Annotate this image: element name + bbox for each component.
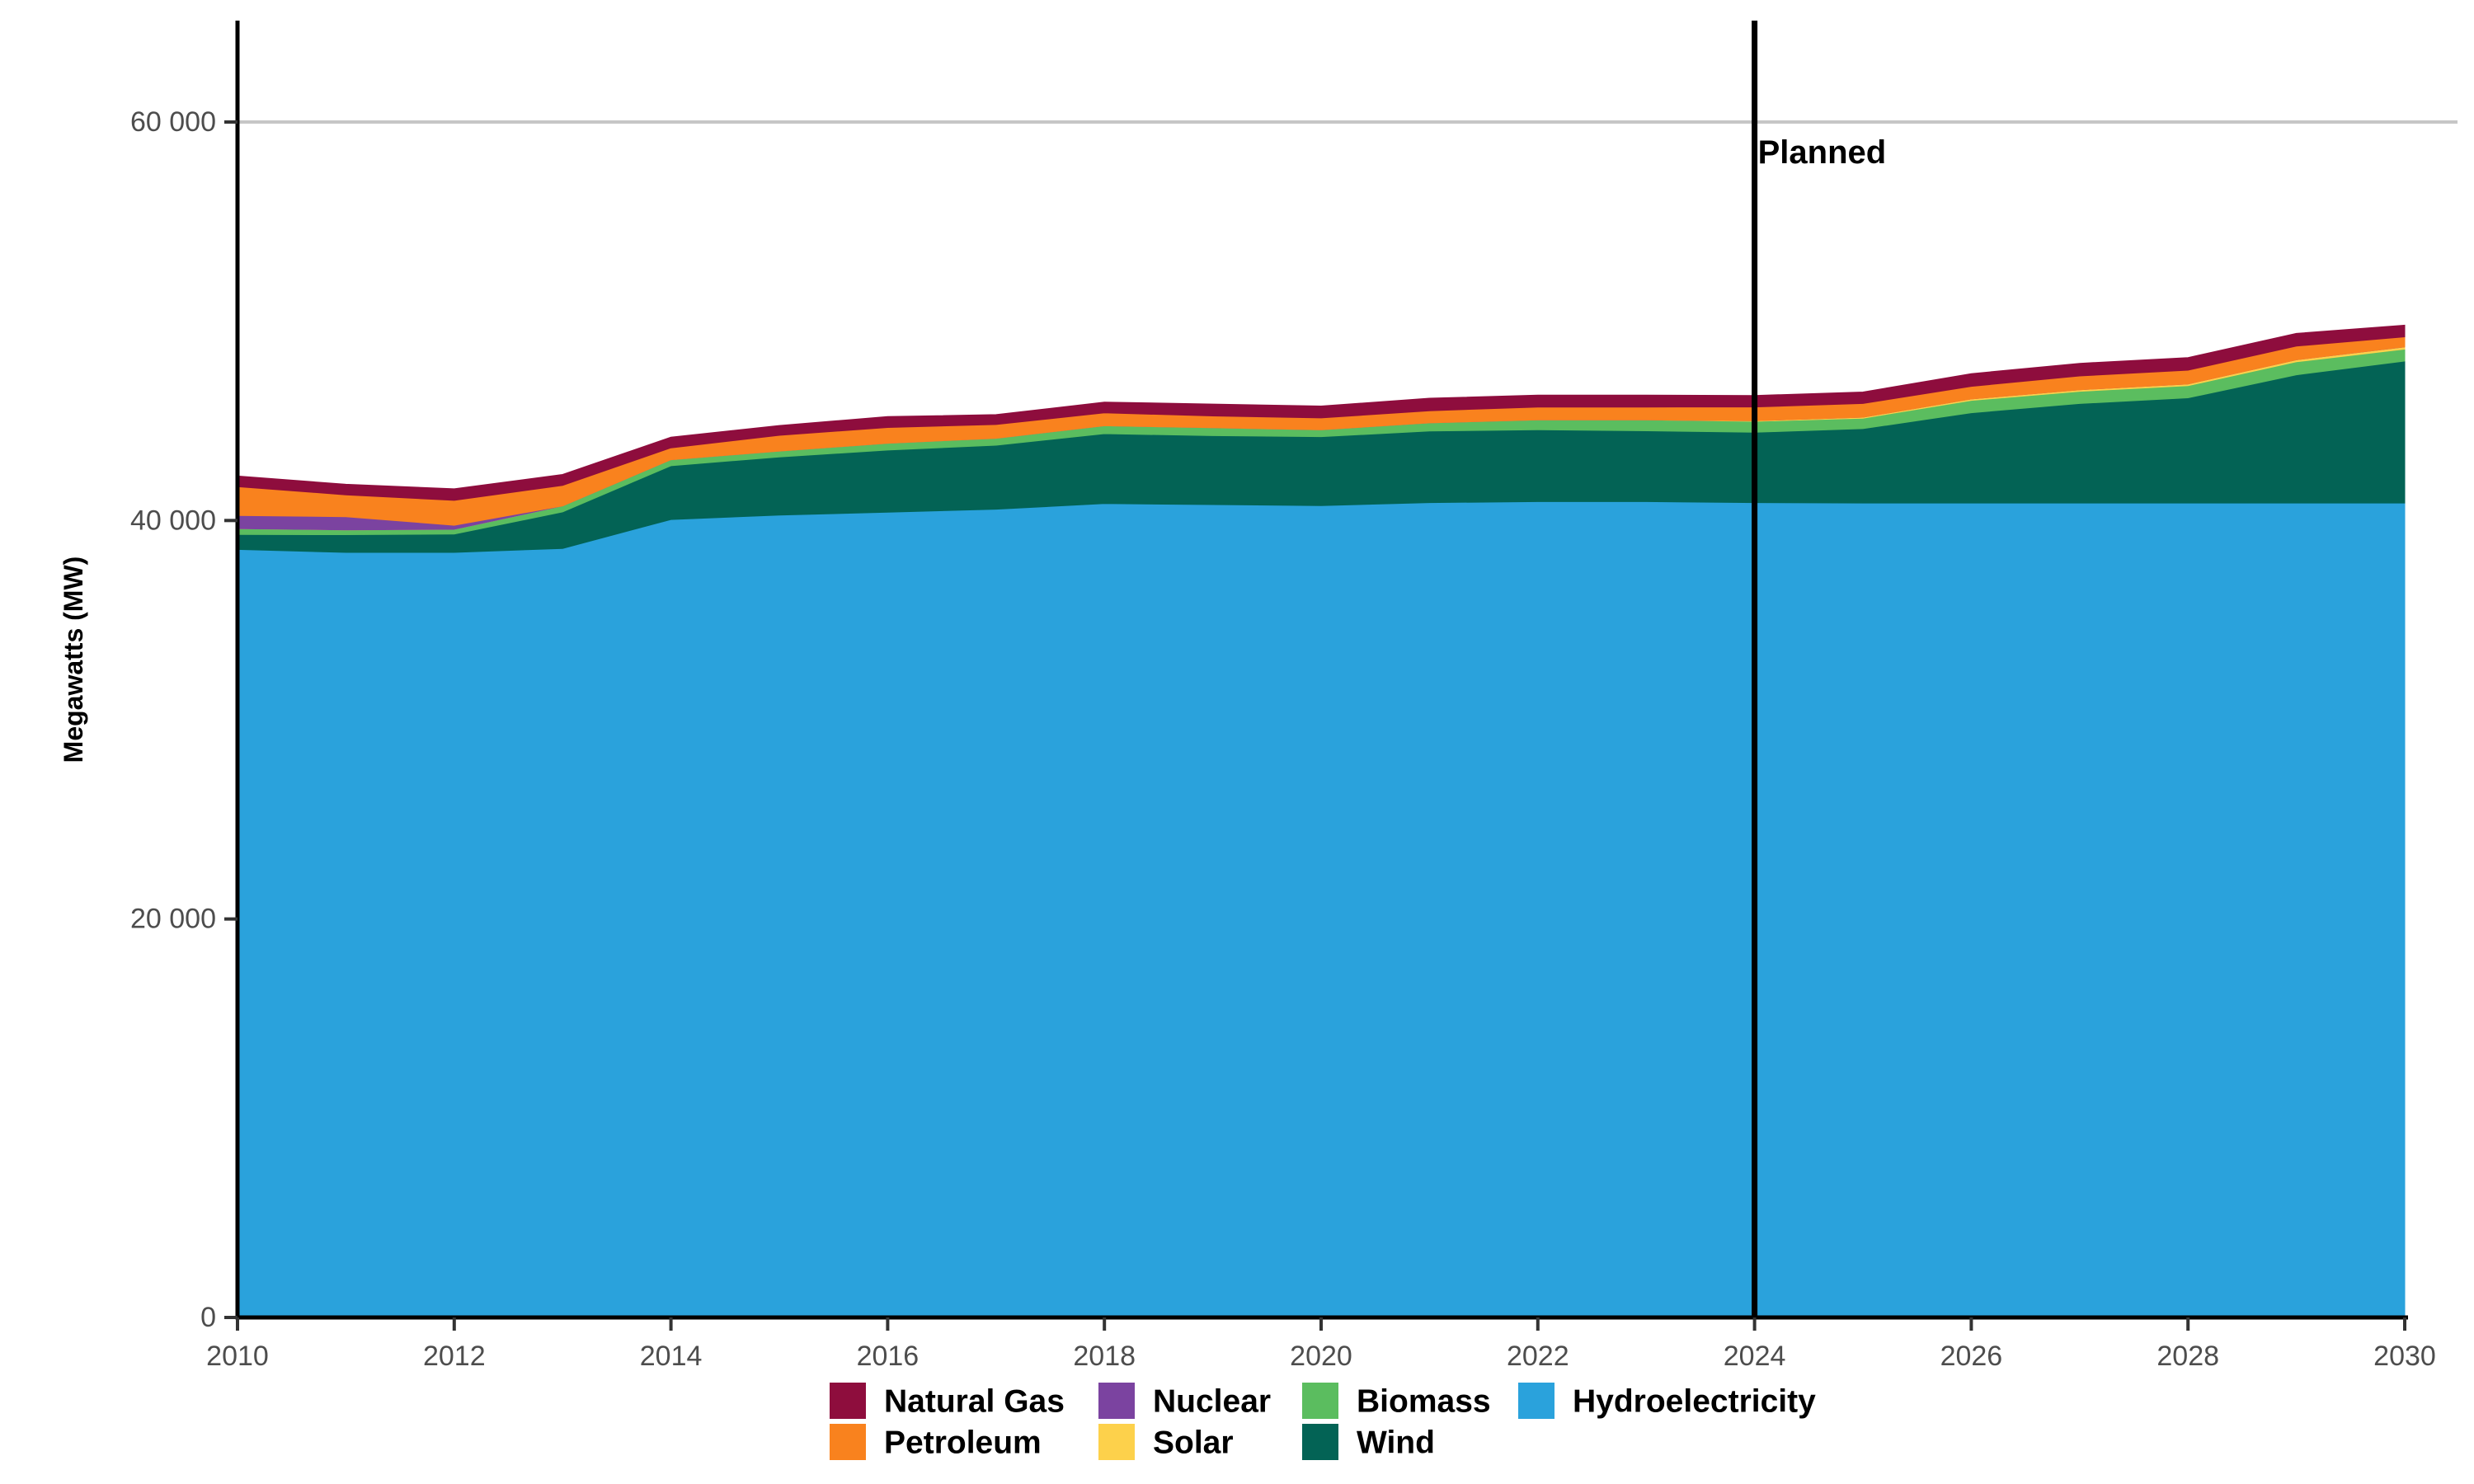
y-axis-title: Megawatts (MW) xyxy=(59,556,88,763)
planned-label: Planned xyxy=(1758,134,1887,171)
area-natural-gas xyxy=(237,324,2406,501)
x-tick-label: 2026 xyxy=(1940,1341,2003,1372)
legend-label-hydroelectricity: Hydroelectricity xyxy=(1573,1384,1816,1420)
legend-swatch-petroleum xyxy=(830,1424,866,1460)
x-tick-label: 2022 xyxy=(1507,1341,1569,1372)
x-tick-label: 2020 xyxy=(1290,1341,1352,1372)
legend: Natural Gas Nuclear Biomass Hydroelectricit… xyxy=(830,1383,1816,1461)
y-tick-label: 20 000 xyxy=(130,904,216,935)
x-tick-label: 2014 xyxy=(640,1341,703,1372)
legend-swatch-nuclear xyxy=(1098,1383,1135,1419)
axis-ticks: 0 20 000 40 000 60 000 2010 2012 2014 2016 2018 2… xyxy=(130,106,2436,1372)
y-tick-label: 60 000 xyxy=(130,106,216,138)
legend-label-natural-gas: Natural Gas xyxy=(884,1384,1065,1420)
area-hydroelectricity xyxy=(237,500,2406,1318)
x-tick-label: 2018 xyxy=(1073,1341,1136,1372)
y-tick-label: 0 xyxy=(200,1302,216,1333)
legend-label-biomass: Biomass xyxy=(1357,1384,1491,1420)
legend-label-petroleum: Petroleum xyxy=(884,1425,1042,1461)
legend-swatch-natural-gas xyxy=(830,1383,866,1419)
legend-label-nuclear: Nuclear xyxy=(1153,1384,1271,1420)
x-tick-label: 2024 xyxy=(1724,1341,1786,1372)
x-tick-label: 2028 xyxy=(2157,1341,2219,1372)
x-tick-label: 2010 xyxy=(206,1341,269,1372)
x-tick-label: 2016 xyxy=(857,1341,920,1372)
legend-swatch-wind xyxy=(1302,1424,1338,1460)
legend-label-wind: Wind xyxy=(1357,1425,1435,1461)
y-tick-label: 40 000 xyxy=(130,505,216,536)
x-tick-label: 2012 xyxy=(423,1341,486,1372)
x-tick-label: 2030 xyxy=(2373,1341,2436,1372)
legend-swatch-biomass xyxy=(1302,1383,1338,1419)
legend-swatch-solar xyxy=(1098,1424,1135,1460)
legend-swatch-hydroelectricity xyxy=(1518,1383,1554,1419)
area-series xyxy=(237,324,2406,1318)
legend-label-solar: Solar xyxy=(1153,1425,1234,1461)
